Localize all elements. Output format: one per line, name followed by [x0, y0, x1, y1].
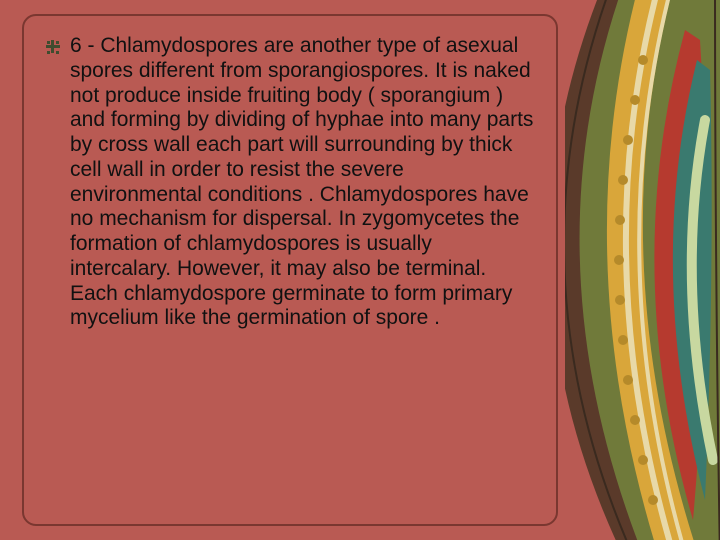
content-box: 6 - Chlamydospores are another type of a…: [22, 14, 558, 526]
slide: 6 - Chlamydospores are another type of a…: [0, 0, 720, 540]
body-text: 6 - Chlamydospores are another type of a…: [70, 34, 538, 331]
bullet-icon: [46, 40, 60, 54]
decorative-art: [565, 0, 720, 540]
bullet-item: 6 - Chlamydospores are another type of a…: [46, 34, 538, 331]
